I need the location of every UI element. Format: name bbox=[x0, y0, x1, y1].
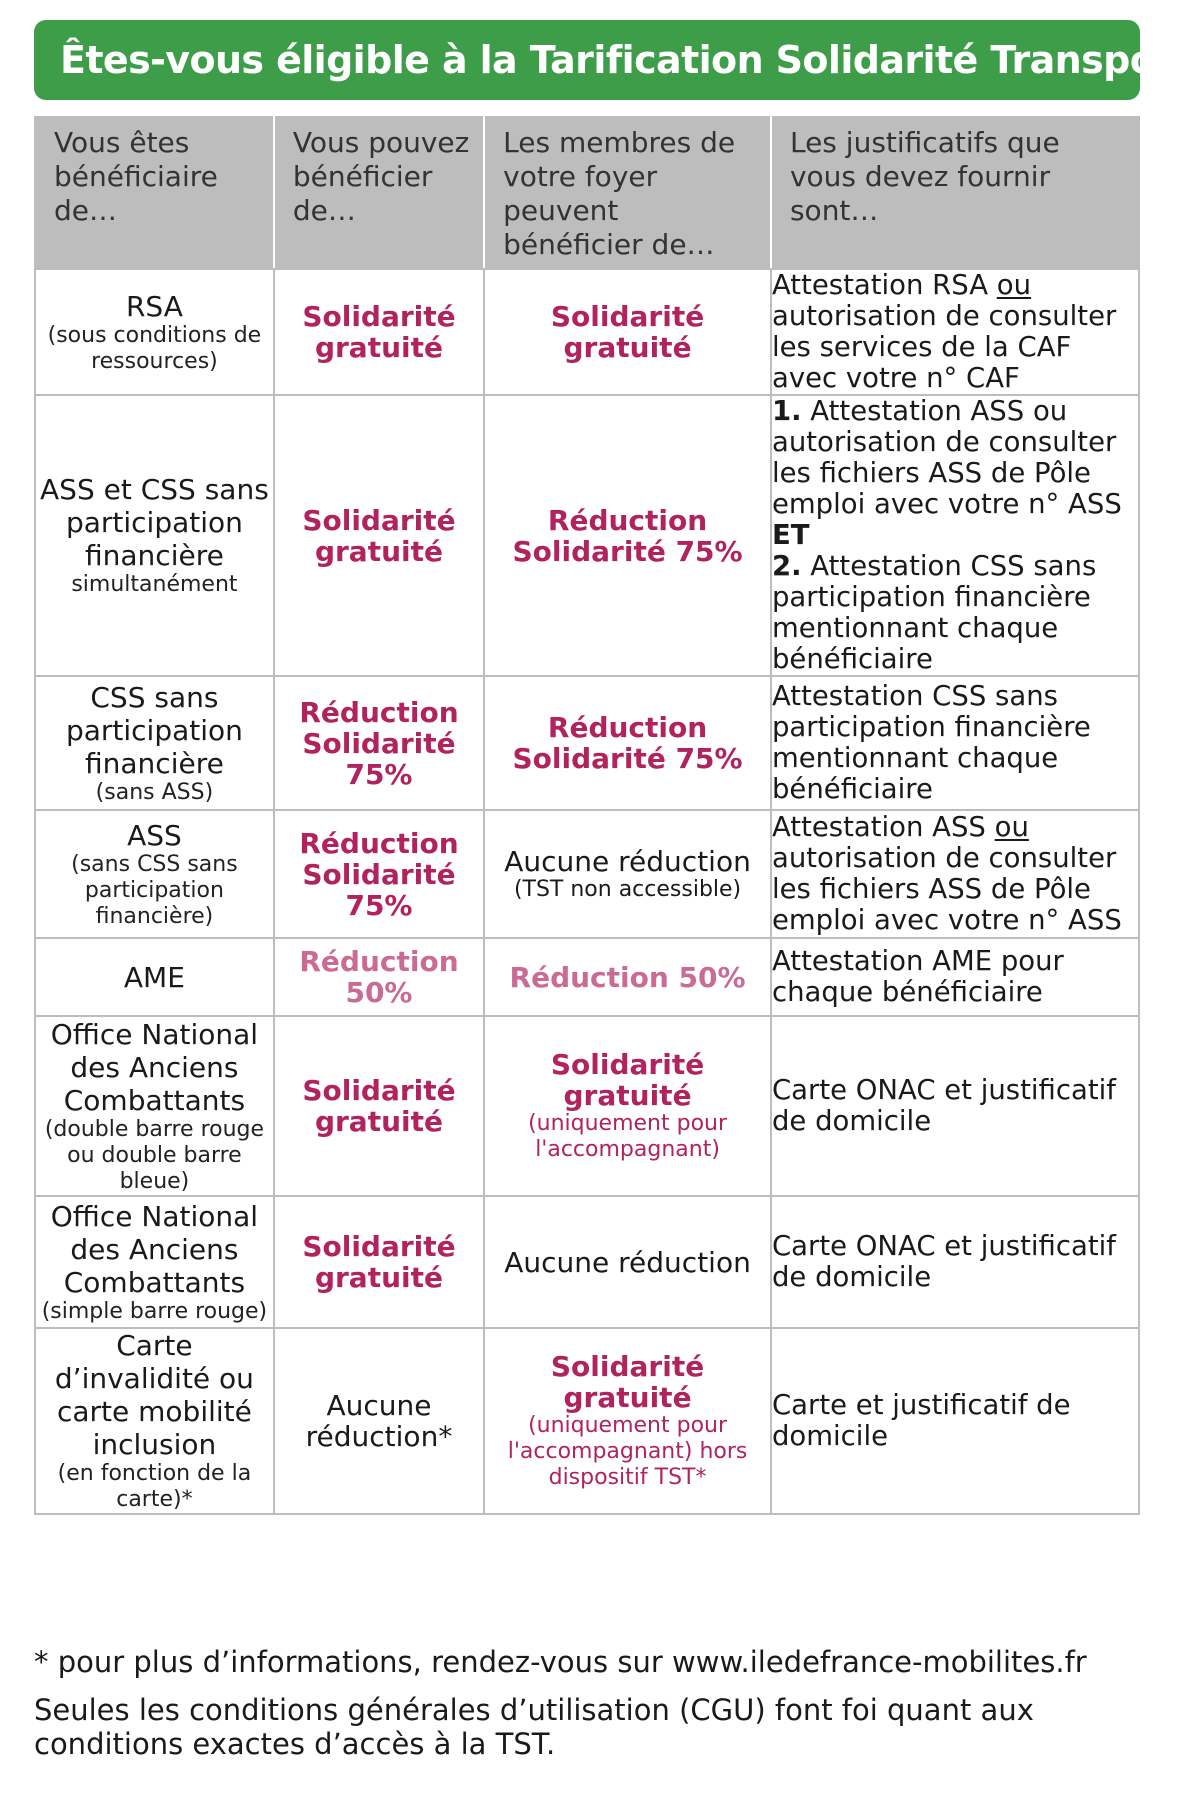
benefit-label: Réduction Solidarité 75% bbox=[299, 826, 459, 922]
cell-foyer: Réduction Solidarité 75% bbox=[483, 675, 772, 811]
docs-text: Carte ONAC et justificatif de domicile bbox=[771, 1074, 1116, 1137]
benef-label: Office National des Anciens Combattants bbox=[50, 1199, 259, 1299]
cell-beneficiaire: ASS (sans CSS sans participation financi… bbox=[34, 809, 275, 939]
table-row: RSA (sous conditions de ressources) Soli… bbox=[34, 268, 1141, 396]
benef-note: (simple barre rouge) bbox=[41, 1298, 268, 1324]
table-row: Carte d’invalidité ou carte mobilité inc… bbox=[34, 1327, 1141, 1515]
cell-justificatifs: Attestation ASS ou autorisation de consu… bbox=[769, 809, 1141, 939]
table-row: Office National des Anciens Combattants … bbox=[34, 1195, 1141, 1329]
cell-justificatifs: 1. Attestation ASS ou autorisation de co… bbox=[769, 394, 1141, 677]
benefit-label: Aucune réduction* bbox=[305, 1389, 453, 1453]
benef-label: CSS sans participation financière bbox=[65, 680, 243, 780]
foyer-label: Réduction Solidarité 75% bbox=[512, 711, 743, 775]
cell-beneficiaire: Carte d’invalidité ou carte mobilité inc… bbox=[34, 1327, 275, 1515]
benefit-label: Solidarité gratuité bbox=[302, 300, 456, 364]
foyer-label: Solidarité gratuité bbox=[550, 1048, 705, 1112]
cell-justificatifs: Carte ONAC et justificatif de domicile bbox=[769, 1015, 1141, 1197]
foyer-label: Réduction 50% bbox=[509, 960, 746, 994]
docs-text: Carte ONAC et justificatif de domicile bbox=[771, 1230, 1116, 1293]
benefit-label: Solidarité gratuité bbox=[302, 1074, 456, 1138]
table-header-row: Vous êtes bénéficiaire de… Vous pouvez b… bbox=[34, 116, 1141, 270]
docs-text: Attestation RSA ou autorisation de consu… bbox=[771, 269, 1117, 394]
cell-beneficiaire: AME bbox=[34, 937, 275, 1017]
cell-justificatifs: Carte et justificatif de domicile bbox=[769, 1327, 1141, 1515]
benefit-label: Solidarité gratuité bbox=[302, 1230, 456, 1294]
cell-vous: Réduction 50% bbox=[272, 937, 486, 1017]
cell-justificatifs: Attestation RSA ou autorisation de consu… bbox=[769, 268, 1141, 396]
cell-beneficiaire: ASS et CSS sans participation financière… bbox=[34, 394, 275, 677]
benefit-label: Réduction Solidarité 75% bbox=[299, 695, 459, 791]
benef-note: (sans ASS) bbox=[95, 779, 214, 805]
cell-foyer: Solidarité gratuité bbox=[483, 268, 772, 396]
benef-label: ASS bbox=[127, 818, 182, 852]
foyer-note: (uniquement pour l'accompagnant) hors di… bbox=[507, 1413, 748, 1490]
benef-note: (sous conditions de ressources) bbox=[47, 322, 262, 374]
footnote: * pour plus d’informations, rendez-vous … bbox=[34, 1645, 1087, 1679]
cell-vous: Solidarité gratuité bbox=[272, 1195, 486, 1329]
eligibility-table: Vous êtes bénéficiaire de… Vous pouvez b… bbox=[34, 116, 1141, 1515]
table-row: Office National des Anciens Combattants … bbox=[34, 1015, 1141, 1197]
cell-vous: Solidarité gratuité bbox=[272, 1015, 486, 1197]
cell-vous: Réduction Solidarité 75% bbox=[272, 675, 486, 811]
cell-foyer: Réduction Solidarité 75% bbox=[483, 394, 772, 677]
cell-vous: Solidarité gratuité bbox=[272, 268, 486, 396]
cell-beneficiaire: Office National des Anciens Combattants … bbox=[34, 1015, 275, 1197]
cell-vous: Aucune réduction* bbox=[272, 1327, 486, 1515]
cell-justificatifs: Attestation AME pour chaque bénéficiaire bbox=[769, 937, 1141, 1017]
cell-foyer: Solidarité gratuité (uniquement pour l'a… bbox=[483, 1015, 772, 1197]
cell-justificatifs: Carte ONAC et justificatif de domicile bbox=[769, 1195, 1141, 1329]
foyer-note: (TST non accessible) bbox=[513, 876, 742, 902]
cell-vous: Solidarité gratuité bbox=[272, 394, 486, 677]
foyer-label: Aucune réduction bbox=[504, 844, 751, 878]
docs-text: Attestation AME pour chaque bénéficiaire bbox=[771, 945, 1064, 1008]
cell-beneficiaire: CSS sans participation financière (sans … bbox=[34, 675, 275, 811]
header-justificatifs: Les justificatifs que vous devez fournir… bbox=[769, 116, 1141, 270]
foyer-label: Solidarité gratuité bbox=[550, 300, 705, 364]
benef-note: simultanément bbox=[71, 572, 238, 597]
benef-note: (en fonction de la carte)* bbox=[57, 1461, 252, 1512]
docs-text: Carte et justificatif de domicile bbox=[771, 1389, 1071, 1452]
cell-vous: Réduction Solidarité 75% bbox=[272, 809, 486, 939]
page-title: Êtes-vous éligible à la Tarification Sol… bbox=[34, 20, 1188, 100]
docs-text: Attestation CSS sans participation finan… bbox=[771, 680, 1091, 805]
benef-label: Office National des Anciens Combattants bbox=[50, 1017, 259, 1117]
docs-text: 1. Attestation ASS ou autorisation de co… bbox=[771, 395, 1122, 675]
benef-label: AME bbox=[123, 960, 185, 994]
benefit-label: Réduction 50% bbox=[299, 945, 459, 1009]
cell-foyer: Aucune réduction (TST non accessible) bbox=[483, 809, 772, 939]
benef-note: (sans CSS sans participation financière) bbox=[71, 851, 238, 929]
benef-note: (double barre rouge ou double barre bleu… bbox=[44, 1116, 265, 1194]
cell-justificatifs: Attestation CSS sans participation finan… bbox=[769, 675, 1141, 811]
header-beneficiaire: Vous êtes bénéficiaire de… bbox=[34, 116, 275, 270]
foyer-label: Aucune réduction bbox=[504, 1245, 751, 1279]
benef-label: Carte d’invalidité ou carte mobilité inc… bbox=[54, 1329, 254, 1461]
header-foyer: Les membres de votre foyer peuvent bénéf… bbox=[483, 116, 772, 270]
cell-foyer: Réduction 50% bbox=[483, 937, 772, 1017]
table-row: AME Réduction 50% Réduction 50% Attestat… bbox=[34, 937, 1141, 1017]
cell-foyer: Solidarité gratuité (uniquement pour l'a… bbox=[483, 1327, 772, 1515]
table-row: CSS sans participation financière (sans … bbox=[34, 675, 1141, 811]
foyer-label: Réduction Solidarité 75% bbox=[512, 503, 743, 568]
cell-beneficiaire: RSA (sous conditions de ressources) bbox=[34, 268, 275, 396]
foyer-note: (uniquement pour l'accompagnant) bbox=[528, 1111, 728, 1162]
foyer-label: Solidarité gratuité bbox=[550, 1350, 705, 1414]
docs-text: Attestation ASS ou autorisation de consu… bbox=[771, 811, 1122, 936]
table-row: ASS (sans CSS sans participation financi… bbox=[34, 809, 1141, 939]
benefit-label: Solidarité gratuité bbox=[302, 503, 456, 568]
table-row: ASS et CSS sans participation financière… bbox=[34, 394, 1141, 677]
disclaimer: Seules les conditions générales d’utilis… bbox=[34, 1693, 1034, 1761]
header-vous-pouvez: Vous pouvez bénéficier de… bbox=[272, 116, 486, 270]
benef-label: ASS et CSS sans participation financière bbox=[40, 473, 269, 572]
cell-foyer: Aucune réduction bbox=[483, 1195, 772, 1329]
benef-label: RSA bbox=[125, 289, 183, 323]
cell-beneficiaire: Office National des Anciens Combattants … bbox=[34, 1195, 275, 1329]
